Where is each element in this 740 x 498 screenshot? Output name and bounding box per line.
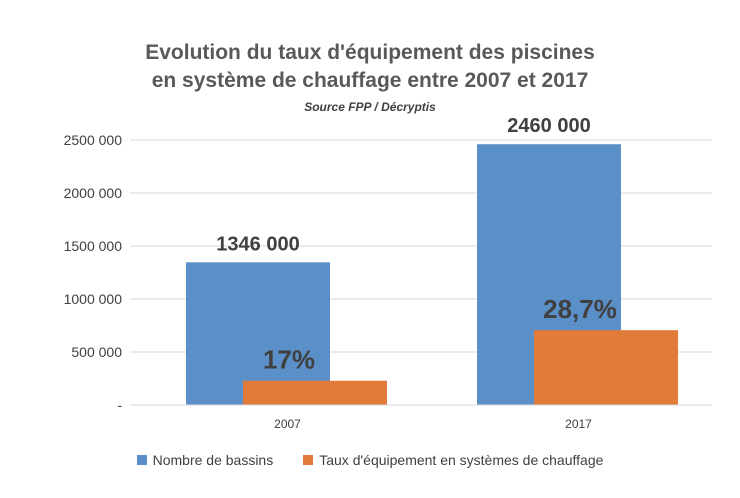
y-tick-label: 500 000 [71,344,122,360]
y-tick-label: - [117,397,122,413]
legend: Nombre de bassins Taux d'équipement en s… [0,452,740,468]
y-tick-label: 2000 000 [64,185,123,201]
x-tick-label: 2007 [274,417,301,431]
y-tick-label: 2500 000 [64,132,123,148]
x-tick-label: 2017 [565,417,592,431]
legend-item-taux-equipement: Taux d'équipement en systèmes de chauffa… [303,452,603,468]
data-label: 28,7% [543,294,617,324]
legend-swatch-orange [303,455,314,465]
data-label: 2460 000 [507,115,590,137]
bar-taux-2017 [534,330,678,405]
data-label: 17% [263,345,315,375]
chart-title-line-2: en système de chauffage entre 2007 et 20… [151,69,589,92]
legend-label: Nombre de bassins [152,452,274,468]
y-tick-label: 1500 000 [64,238,123,254]
chart-subtitle: Source FPP / Décryptis [304,100,436,114]
data-label: 1346 000 [216,233,299,255]
legend-swatch-blue [136,455,147,465]
bar-taux-2007 [243,380,387,405]
y-tick-label: 1000 000 [64,291,123,307]
legend-item-nombre-de-bassins: Nombre de bassins [136,452,274,468]
legend-label: Taux d'équipement en systèmes de chauffa… [319,452,604,468]
chart-title-line-1: Evolution du taux d'équipement des pisci… [145,41,595,64]
